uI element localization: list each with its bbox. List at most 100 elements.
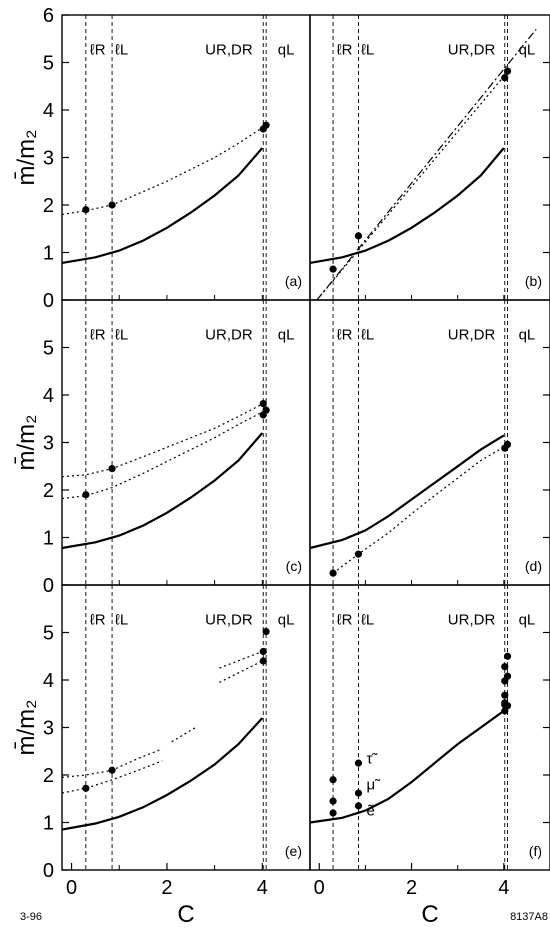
- chart-panel-2: ℓR ℓL UR,DR qL (b): [309, 14, 550, 301]
- data-point: [354, 802, 363, 810]
- data-point: [262, 121, 270, 129]
- region-label: ℓL: [361, 611, 374, 628]
- data-point: [108, 201, 116, 209]
- y-tick-label: 4: [43, 670, 54, 692]
- data-point: [354, 759, 363, 767]
- data-point: [259, 399, 267, 408]
- region-label: qL: [278, 326, 295, 343]
- data-point: [503, 67, 512, 75]
- data-point: [354, 232, 363, 240]
- y-tick-label: 0: [43, 575, 54, 597]
- data-point: [108, 465, 116, 473]
- region-label: ℓR: [337, 41, 353, 58]
- y-tick-label: 4: [43, 100, 54, 122]
- data-point: [501, 663, 509, 671]
- data-point: [503, 652, 512, 660]
- region-label: UR,DR: [205, 326, 253, 343]
- data-point: [503, 702, 512, 710]
- y-tick-label: 5: [43, 338, 54, 360]
- y-tick-label: 1: [43, 813, 54, 835]
- x-tick-label: 2: [406, 877, 417, 899]
- data-point: [329, 776, 337, 784]
- series-line-dotted: [219, 660, 263, 683]
- chart-panel-3: 0 1 2 3 4 5 m̄/m₂ ℓR ℓL UR,DR qL (c): [13, 299, 311, 597]
- y-tick-label: 2: [43, 195, 54, 217]
- y-tick-label: 3: [43, 718, 54, 740]
- x-tick-label: 2: [161, 877, 172, 899]
- y-tick-label: 5: [43, 53, 54, 75]
- y-tick-label: 6: [43, 5, 54, 27]
- y-tick-label: 0: [43, 290, 54, 312]
- corner-label-right: 8137A8: [510, 911, 548, 923]
- region-label: ℓL: [115, 326, 128, 343]
- panel-tag: (d): [525, 558, 542, 574]
- series-line-dotted: [316, 71, 508, 301]
- data-point: [329, 569, 337, 577]
- y-tick-label: 5: [43, 623, 54, 645]
- data-point: [329, 265, 337, 273]
- series-line-solid: [309, 710, 505, 824]
- chart-panel-1: 0 1 2 3 4 5 6 m̄/m₂ ℓR ℓL UR,DR qL (a): [13, 5, 311, 312]
- region-label: ℓR: [337, 611, 353, 628]
- region-label: UR,DR: [448, 41, 496, 58]
- y-tick-label: 3: [43, 148, 54, 170]
- region-label: UR,DR: [448, 611, 496, 628]
- data-point: [354, 789, 363, 797]
- series-line-solid: [61, 147, 264, 264]
- series-line-dashdot: [316, 28, 537, 301]
- corner-label-left: 3-96: [20, 911, 42, 923]
- region-label: ℓR: [90, 611, 106, 628]
- y-tick-label: 1: [43, 528, 54, 550]
- data-point: [259, 657, 267, 665]
- region-label: qL: [519, 41, 536, 58]
- x-tick-label: 0: [66, 877, 77, 899]
- data-point: [108, 766, 116, 774]
- region-label: ℓL: [361, 41, 374, 58]
- y-axis-title: m̄/m₂: [13, 130, 40, 186]
- panel-tag: (f): [529, 843, 542, 859]
- y-axis-title: m̄/m₂: [13, 700, 40, 756]
- data-point: [501, 691, 509, 699]
- x-axis-title: C: [421, 901, 438, 928]
- data-point: [329, 797, 337, 805]
- series-line-solid: [61, 717, 264, 831]
- region-label: UR,DR: [448, 326, 496, 343]
- series-line-dotted: [171, 726, 196, 743]
- panel-tag: (c): [286, 558, 302, 574]
- data-point: [259, 647, 267, 656]
- region-label: qL: [278, 41, 295, 58]
- region-label: ℓL: [361, 326, 374, 343]
- series-line-dotted: [332, 444, 508, 574]
- region-label: ℓR: [90, 326, 106, 343]
- region-label: qL: [519, 326, 536, 343]
- data-point: [354, 550, 363, 558]
- point-label: ẽ: [366, 803, 374, 820]
- series-line-dotted: [61, 760, 163, 794]
- y-tick-label: 2: [43, 480, 54, 502]
- panel-tag: (e): [285, 843, 302, 859]
- chart-panel-4: ℓR ℓL UR,DR qL (d): [309, 299, 550, 586]
- x-tick-label: 4: [257, 877, 268, 899]
- plot-frame: [309, 584, 550, 871]
- data-point: [262, 627, 270, 636]
- x-tick-label: 0: [314, 877, 325, 899]
- x-axis-title: C: [177, 901, 194, 928]
- series-line-dotted: [219, 650, 263, 669]
- data-point: [501, 74, 509, 82]
- data-point: [82, 206, 90, 214]
- data-point: [329, 809, 337, 817]
- region-label: ℓR: [90, 41, 106, 58]
- x-tick-label: 4: [498, 877, 509, 899]
- series-line-dotted: [61, 124, 267, 216]
- region-label: qL: [519, 611, 536, 628]
- point-label: μ̃: [366, 777, 381, 794]
- data-point: [503, 440, 512, 448]
- region-label: ℓR: [337, 326, 353, 343]
- series-line-solid: [309, 147, 505, 264]
- y-tick-label: 0: [43, 860, 54, 882]
- region-label: ℓL: [115, 41, 128, 58]
- region-label: UR,DR: [205, 611, 253, 628]
- point-label: τ̃: [366, 750, 378, 767]
